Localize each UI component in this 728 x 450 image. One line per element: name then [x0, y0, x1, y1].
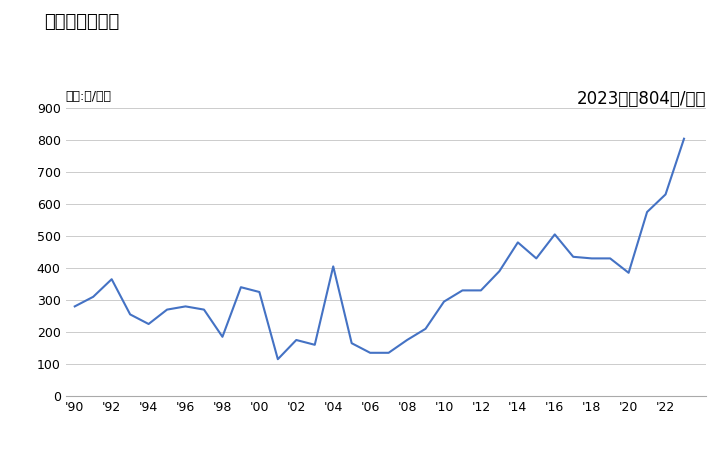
Text: 2023年：804円/平米: 2023年：804円/平米	[577, 90, 706, 108]
Text: 単位:円/平米: 単位:円/平米	[66, 90, 111, 103]
Text: 輸出価格の推移: 輸出価格の推移	[44, 14, 119, 32]
